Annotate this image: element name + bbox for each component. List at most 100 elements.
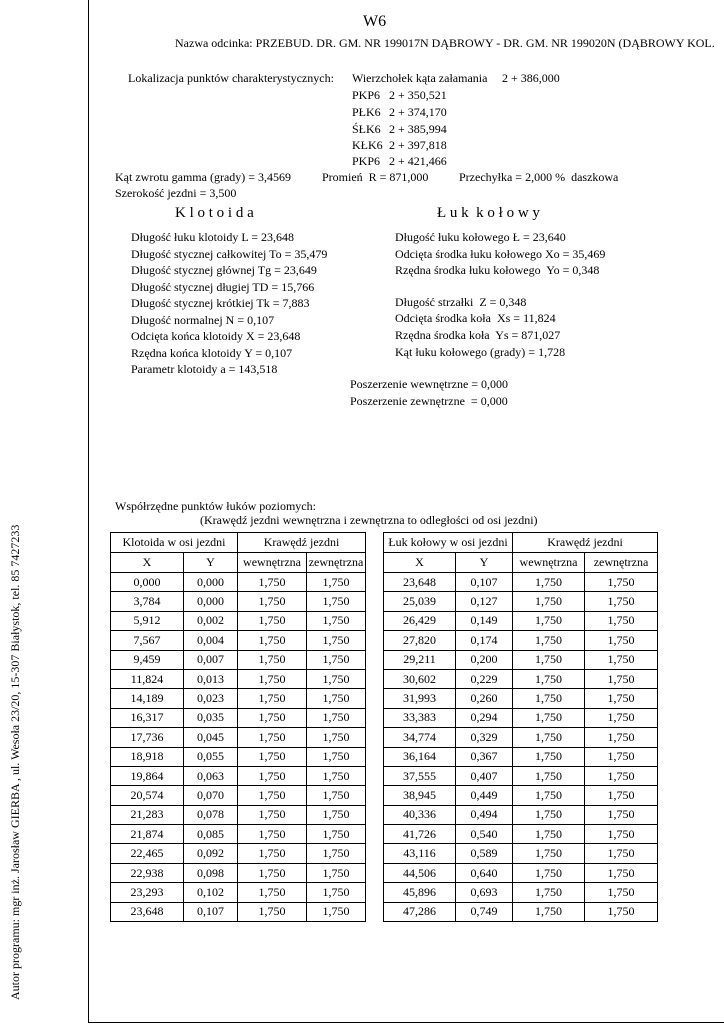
table-cell: 37,555: [383, 765, 456, 787]
table-cell: 1,750: [584, 746, 659, 767]
table-row: Klotoida w osi jezdni Krawędź jezdni: [109, 532, 367, 553]
table-cell: 43,116: [383, 843, 456, 864]
table-cell: 0,367: [454, 746, 514, 767]
table-cell: 19,864: [110, 765, 184, 787]
table-row: 3,784 0,000 1,750 1,750: [110, 591, 367, 612]
widening: Poszerzenie wewnętrzne = 0,000: [350, 377, 509, 391]
table-cell: 1,750: [512, 707, 586, 729]
table-cell: 1,750: [306, 668, 367, 690]
table-cell: 0,023: [182, 688, 239, 709]
table-cell: 1,750: [237, 824, 308, 845]
table-row: 19,864 0,063 1,750 1,750: [110, 765, 367, 787]
title: W6: [363, 13, 387, 30]
table-cell: 0,055: [182, 746, 239, 767]
arc-param: Rzędna środka łuku kołowego Yo = 0,348: [395, 263, 600, 277]
table-cell: 0,540: [454, 824, 514, 845]
table-cell: 1,750: [512, 804, 586, 826]
table-cell: 0,107: [454, 571, 514, 593]
table-cell: 1,750: [584, 862, 659, 884]
table-cell: 1,750: [512, 901, 586, 923]
table-cell: 0,127: [454, 591, 514, 612]
column-header: X: [383, 552, 456, 573]
table-cell: 1,750: [306, 610, 367, 632]
point-name: PKP6: [352, 154, 381, 168]
table-row: 37,555 0,407 1,750 1,750: [383, 765, 659, 787]
table-cell: 22,938: [110, 862, 184, 884]
table-cell: 1,750: [306, 804, 367, 826]
table-cell: 1,750: [237, 746, 308, 767]
table-cell: 1,750: [237, 882, 308, 903]
column-header: zewnętrzna: [306, 552, 367, 573]
table-cell: 0,589: [454, 843, 514, 864]
table-cell: 1,750: [237, 804, 308, 826]
table-cell: 1,750: [512, 571, 586, 593]
column-header: zewnętrzna: [584, 552, 659, 573]
table-cell: 1,750: [584, 882, 659, 903]
table-cell: 1,750: [584, 901, 659, 923]
point-station: 2 + 350,521: [389, 88, 447, 102]
arc-param: Kąt łuku kołowego (grady) = 1,728: [395, 345, 566, 359]
table-row: 36,164 0,367 1,750 1,750: [383, 746, 659, 767]
table-cell: 1,750: [306, 571, 367, 593]
table-cell: 1,750: [512, 610, 586, 632]
table-cell: 1,750: [584, 727, 659, 748]
point-station: 2 + 374,170: [389, 105, 447, 119]
table-cell: 21,874: [110, 824, 184, 845]
table-cell: 21,283: [110, 804, 184, 826]
table-cell: 1,750: [237, 630, 308, 651]
coordinates-subtitle: (Krawędź jezdni wewnętrzna i zewnętrzna …: [200, 513, 538, 527]
table-cell: 16,317: [110, 707, 184, 729]
table-cell: 47,286: [383, 901, 456, 923]
table-cell: 1,750: [584, 765, 659, 787]
table-cell: 1,750: [584, 785, 659, 806]
table-row: 40,336 0,494 1,750 1,750: [383, 804, 659, 826]
arc-title: Ł u k k o ł o w y: [437, 205, 540, 221]
table-cell: 0,078: [182, 804, 239, 826]
clothoid-param: Długość stycznej długiej TD = 15,766: [131, 279, 315, 294]
table-cell: 1,750: [237, 668, 308, 690]
group-header: Łuk kołowy w osi jezdni: [382, 532, 514, 553]
table-cell: 1,750: [306, 862, 367, 884]
table-cell: 18,918: [110, 746, 184, 767]
table-cell: 0,098: [182, 862, 239, 884]
table-cell: 31,993: [383, 688, 456, 709]
clothoid-param: Długość łuku klotoidy L = 23,648: [131, 230, 294, 244]
column-header: X: [110, 552, 184, 573]
table-cell: 11,824: [110, 668, 184, 690]
table-cell: 34,774: [383, 727, 456, 748]
table-row: 14,189 0,023 1,750 1,750: [110, 688, 367, 709]
table-cell: 38,945: [383, 785, 456, 806]
table-cell: 1,750: [306, 785, 367, 806]
point-station: 2 + 397,818: [389, 138, 447, 152]
table-row: Łuk kołowy w osi jezdni Krawędź jezdni: [382, 532, 659, 553]
table-cell: 0,329: [454, 727, 514, 748]
table-cell: 1,750: [512, 649, 586, 670]
point-station: 2 + 421,466: [389, 154, 447, 168]
widening: Poszerzenie zewnętrzne = 0,000: [350, 394, 508, 408]
superelevation: Przechyłka = 2,000 % daszkowa: [459, 170, 619, 184]
table-row: 5,912 0,002 1,750 1,750: [110, 610, 367, 632]
table-row: 45,896 0,693 1,750 1,750: [383, 882, 659, 903]
table-row: 23,648 0,107 1,750 1,750: [110, 901, 367, 923]
table-cell: 29,211: [383, 649, 456, 670]
table-cell: 1,750: [306, 727, 367, 748]
table-cell: 1,750: [237, 649, 308, 670]
table-cell: 1,750: [584, 571, 659, 593]
table-cell: 1,750: [512, 688, 586, 709]
table-cell: 9,459: [110, 649, 184, 670]
table-cell: 1,750: [306, 765, 367, 787]
point-station: 2 + 386,000: [502, 71, 560, 85]
section-name: Nazwa odcinka: PRZEBUD. DR. GM. NR 19901…: [175, 36, 715, 50]
table-cell: 1,750: [584, 630, 659, 651]
table-cell: 1,750: [306, 630, 367, 651]
point-name: KŁK6: [352, 138, 383, 152]
table-cell: 1,750: [237, 785, 308, 806]
author: Autor programu: mgr inż. Jarosław GIERBA…: [8, 524, 22, 1000]
table-cell: 0,449: [454, 785, 514, 806]
table-row: 16,317 0,035 1,750 1,750: [110, 707, 367, 729]
table-cell: 1,750: [306, 824, 367, 845]
